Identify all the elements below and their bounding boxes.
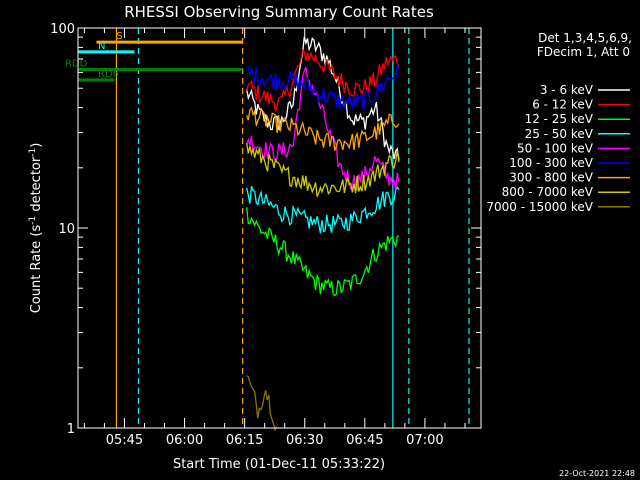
y-tick-label-2: 100 <box>50 22 75 37</box>
series-line-6-12keV <box>246 49 400 112</box>
chart-title: RHESSI Observing Summary Count Rates <box>124 3 434 21</box>
series-line-100-300keV <box>246 63 400 112</box>
y-tick-label-0: 1 <box>67 422 75 437</box>
series-line-12-25keV <box>246 207 399 297</box>
x-tick-label-5: 07:00 <box>406 433 443 448</box>
x-tick-label-1: 06:00 <box>166 433 203 448</box>
state-label-s: S <box>116 31 122 42</box>
x-tick-label-4: 06:45 <box>346 433 383 448</box>
y-tick-label-1: 10 <box>58 222 75 237</box>
series-line-3-6keV <box>246 36 400 160</box>
plot-area: SN RDD RD6 <box>65 28 470 432</box>
x-tick-label-3: 06:30 <box>286 433 323 448</box>
footer-timestamp: 22-Oct-2021 22:48 <box>559 469 635 478</box>
legend-label-0: 3 - 6 keV <box>540 83 594 97</box>
y-axis-label: Count Rate (s-1 detector-1) <box>28 143 44 314</box>
legend-label-4: 50 - 100 keV <box>517 141 594 155</box>
series-line-800-7000keV <box>246 142 400 197</box>
x-axis-label: Start Time (01-Dec-11 05:33:22) <box>173 457 385 472</box>
legend-label-7: 800 - 7000 keV <box>502 185 594 199</box>
legend-label-2: 12 - 25 keV <box>525 112 594 126</box>
state-label-rdd: RDD <box>65 59 88 70</box>
legend-label-6: 300 - 800 keV <box>509 171 593 185</box>
state-label-n: N <box>98 41 105 52</box>
series-line-7000-15000keV <box>246 375 278 432</box>
series-line-25-50keV <box>246 186 400 234</box>
legend-label-1: 6 - 12 keV <box>532 98 594 112</box>
state-label-rd6: RD6 <box>98 69 119 80</box>
axes: 1 10 100 05:45 06:00 06:15 06:30 06:45 07:00 <box>50 22 482 448</box>
legend-header-line-2: FDecim 1, Att 0 <box>537 45 630 59</box>
x-tick-label-2: 06:15 <box>226 433 263 448</box>
legend-label-5: 100 - 300 keV <box>509 156 593 170</box>
legend: Det 1,3,4,5,6,9, FDecim 1, Att 0 3 - 6 k… <box>486 31 632 214</box>
legend-label-3: 25 - 50 keV <box>525 127 594 141</box>
legend-label-8: 7000 - 15000 keV <box>486 200 593 214</box>
legend-header-line-1: Det 1,3,4,5,6,9, <box>538 31 632 45</box>
series-line-300-800keV <box>246 106 400 151</box>
x-tick-label-0: 05:45 <box>106 433 143 448</box>
series-line-50-100keV <box>246 66 400 192</box>
